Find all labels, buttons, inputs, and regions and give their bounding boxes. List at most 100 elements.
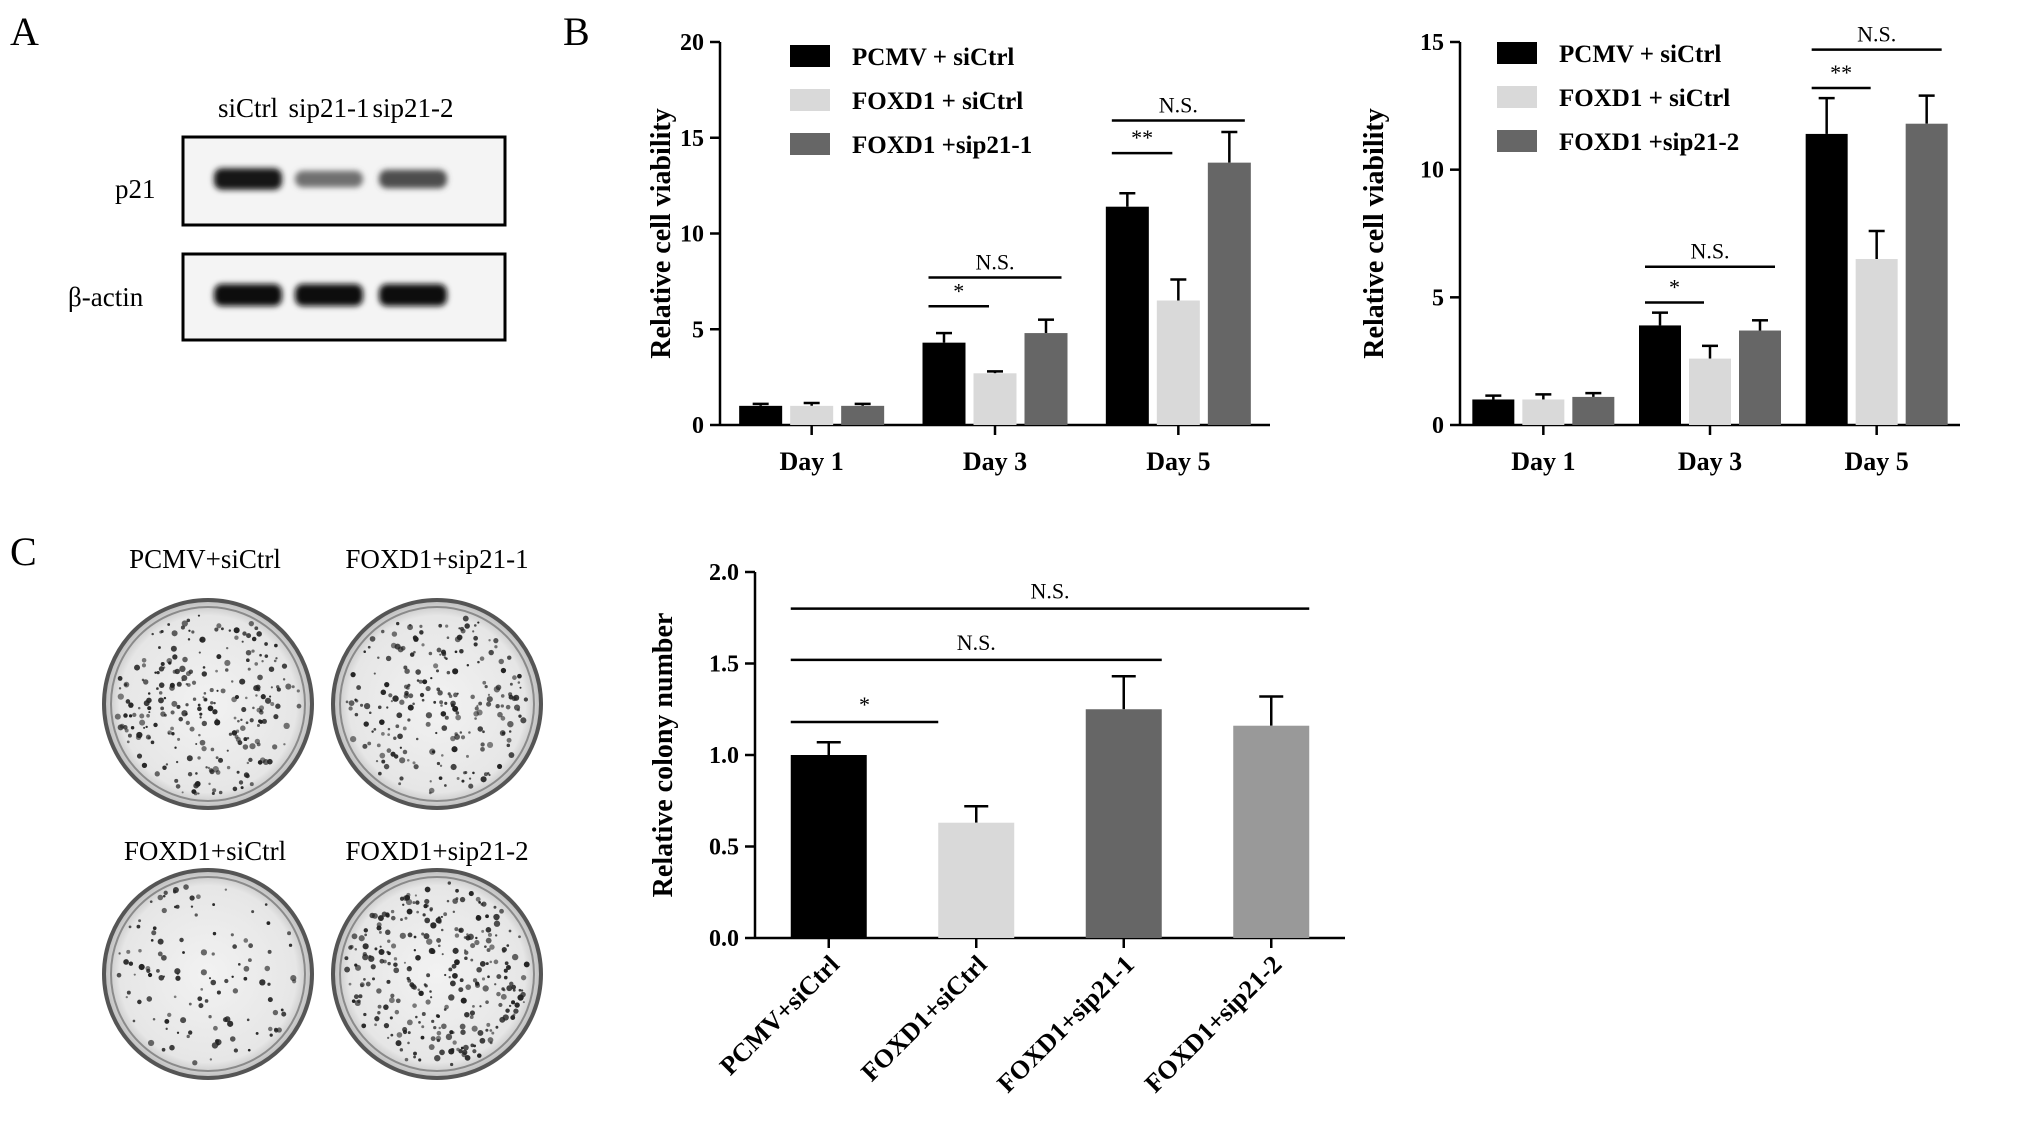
colony-dot	[257, 760, 263, 765]
colony-dot	[355, 699, 359, 703]
colony-dot	[386, 979, 391, 984]
colony-dot	[500, 667, 507, 674]
colony-dot	[475, 915, 482, 921]
colony-dot	[395, 998, 401, 1004]
colony-dot	[276, 687, 281, 692]
colony-dish	[331, 598, 543, 810]
colony-dot	[245, 658, 250, 663]
colony-dot	[228, 732, 233, 736]
colony-dot	[354, 1000, 361, 1007]
colony-dot	[172, 887, 179, 894]
colony-dot	[141, 762, 148, 769]
colony-dot	[208, 782, 211, 786]
colony-dot	[454, 650, 458, 654]
blot-band	[295, 170, 363, 188]
colony-dot	[255, 694, 258, 697]
colony-dot	[399, 1048, 404, 1052]
colony-dot	[446, 636, 450, 639]
colony-dot	[448, 1048, 455, 1055]
colony-dot	[458, 987, 464, 993]
colony-dot	[500, 716, 506, 721]
colony-dot	[407, 718, 411, 722]
colony-dot	[452, 898, 459, 904]
colony-dot	[146, 697, 152, 704]
colony-dot	[437, 690, 443, 696]
colony-dot	[290, 975, 297, 982]
colony-dot	[162, 765, 167, 770]
blot-band	[379, 169, 447, 189]
colony-dot	[254, 662, 259, 666]
bar	[841, 405, 885, 425]
colony-dot	[143, 726, 146, 729]
colony-dot	[267, 949, 272, 954]
colony-dot	[151, 632, 154, 636]
colony-dot	[241, 640, 244, 643]
colony-dot	[126, 949, 131, 954]
colony-dot	[174, 746, 177, 749]
colony-dot	[471, 1025, 478, 1032]
colony-dot	[466, 664, 470, 667]
colony-dot	[439, 653, 442, 656]
colony-dot	[254, 738, 261, 745]
colony-dot	[501, 987, 505, 991]
colony-dot	[193, 791, 198, 796]
colony-dot	[473, 624, 477, 627]
colony-dot	[403, 665, 408, 670]
colony-dot	[156, 687, 159, 690]
colony-dot	[377, 1004, 382, 1009]
colony-dot	[363, 928, 369, 933]
colony-dot	[486, 1022, 491, 1027]
colony-dot	[259, 709, 263, 712]
colony-dot	[362, 943, 369, 950]
colony-dot	[248, 757, 253, 763]
colony-dot	[164, 1018, 170, 1024]
colony-dot	[146, 713, 150, 718]
colony-dot	[459, 626, 464, 631]
colony-dot	[466, 933, 469, 936]
colony-dot	[447, 881, 452, 885]
legend-label: FOXD1 + siCtrl	[852, 88, 1023, 115]
colony-dot	[455, 714, 462, 721]
colony-dot	[203, 697, 208, 702]
colony-dot	[436, 647, 442, 653]
bar	[1905, 123, 1948, 425]
colony-dot	[232, 786, 238, 792]
colony-dot	[243, 938, 249, 943]
colony-dot	[239, 678, 246, 685]
colony-dot	[139, 713, 145, 719]
colony-dot	[162, 666, 166, 669]
colony-dot	[474, 717, 477, 720]
colony-dot	[243, 976, 248, 981]
colony-dot	[235, 737, 241, 743]
colony-dot	[349, 944, 354, 949]
colony-dot	[367, 645, 371, 649]
colony-dot	[481, 929, 485, 933]
colony-dot	[146, 996, 153, 1002]
colony-dot	[212, 709, 218, 715]
colony-dot	[377, 915, 384, 922]
colony-dot	[436, 937, 442, 943]
y-tick-label: 0.0	[709, 926, 739, 952]
colony-dot	[494, 645, 498, 649]
colony-dot	[412, 702, 415, 706]
colony-dot	[228, 629, 232, 632]
colony-dot	[372, 977, 376, 981]
colony-dot	[269, 695, 272, 698]
blot-lane-label: sip21-1	[289, 93, 370, 123]
colony-dot	[182, 656, 188, 663]
colony-dot	[197, 703, 201, 707]
y-tick-label: 20	[680, 30, 704, 56]
colony-dot	[264, 642, 268, 646]
colony-dot	[464, 771, 468, 775]
colony-dot	[212, 903, 216, 907]
colony-dot	[472, 771, 475, 775]
colony-dot	[485, 962, 489, 966]
colony-dot	[237, 963, 241, 966]
colony-dot	[237, 719, 240, 723]
colony-dot	[383, 1004, 389, 1010]
colony-dot	[171, 630, 178, 637]
chart-colony-number: 0.0 0.5 1.0 1.5 2.0 Relative colony number PCM…	[648, 560, 1345, 1098]
x-tick-label: Day 1	[1511, 447, 1575, 476]
colony-dot	[260, 694, 266, 700]
colony-dot	[409, 652, 415, 657]
